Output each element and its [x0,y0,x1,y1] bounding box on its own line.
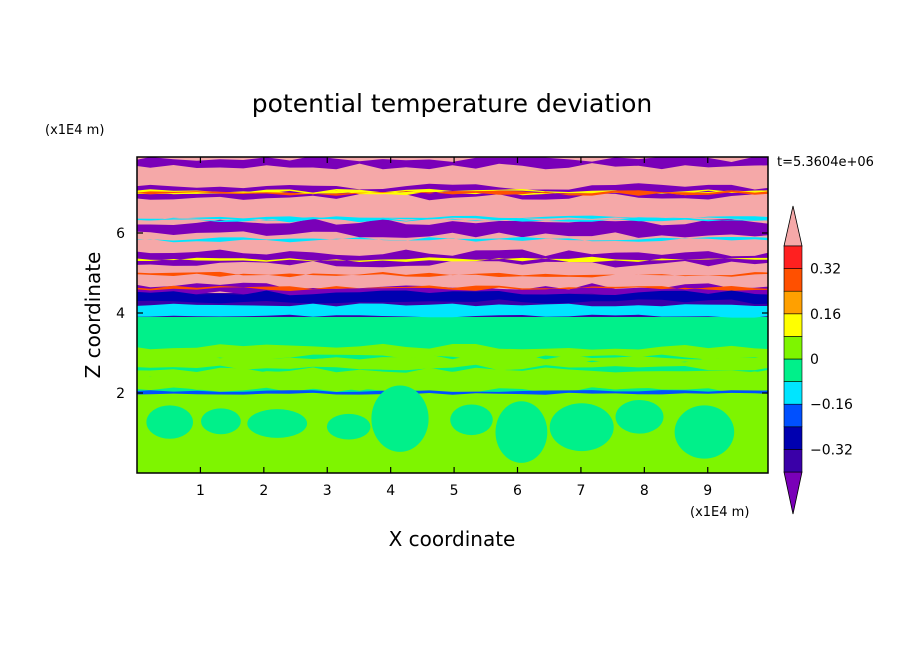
front-streak [137,285,768,291]
colorbar-label: 0 [810,352,819,368]
lime-patch [137,343,768,361]
x-tick-label: 6 [513,483,522,499]
x-tick-label: 4 [386,483,395,499]
x-tick-label: 9 [703,483,712,499]
colorbar-segment [783,336,803,360]
plot-frame [136,156,769,474]
colorbar-segment [783,403,803,428]
eddy-patch [615,400,664,434]
y-tick-label: 4 [116,306,125,322]
purple-band [137,157,768,170]
colorbar-segment [783,245,803,269]
y-axis: 2 4 6 [116,226,768,402]
colorbar-segment [783,449,803,473]
colorbar-segment [783,313,803,337]
deep-blue-band [137,290,768,305]
y-axis-label: Z coordinate [81,252,105,379]
colorbar-segment [783,290,803,315]
contour-detail [137,157,768,463]
field-layer-0 [137,393,768,473]
x-unit-label: (x1E4 m) [690,505,749,520]
plot-area [137,157,768,473]
colorbar-label: 0.16 [810,307,841,323]
x-tick-label: 3 [323,483,332,499]
colorbar-label: −0.32 [810,442,853,458]
eddy-patch [450,404,493,436]
front-streak [137,271,768,278]
x-tick-label: 5 [450,483,459,499]
time-label: t=5.3604e+06 [777,155,874,170]
colorbar-segment [783,381,803,405]
colorbar: 0.32 0.16 0 −0.16 −0.32 [783,205,853,515]
colorbar-label: −0.16 [810,397,853,413]
colorbar-extend-high [783,205,803,247]
front-streak [137,190,768,196]
eddy-patch [146,405,193,439]
purple-band [137,282,768,299]
colorbar-segment [783,426,803,450]
eddy-patch [674,405,735,459]
eddy-patch [549,403,614,452]
lime-patch [137,371,768,385]
y-tick-label: 2 [116,386,125,402]
front-streak [137,256,768,263]
lime-patch [137,354,768,367]
colorbar-segment [783,358,803,382]
eddy-patch [247,409,308,438]
purple-band [137,218,768,238]
cyan-band [137,303,768,318]
colorbar-extend-low [783,471,803,515]
x-tick-label: 2 [259,483,268,499]
colorbar-segment [783,268,803,292]
eddy-patch [495,401,548,463]
x-tick-label: 7 [576,483,585,499]
front-streak [137,237,768,243]
front-streak [137,215,768,221]
x-axis-label: X coordinate [389,527,516,551]
x-axis: 1 2 3 4 5 6 7 8 9 [196,157,712,499]
boundary-streak [137,390,768,395]
eddy-patch [326,413,371,440]
x-tick-label: 1 [196,483,205,499]
y-unit-label: (x1E4 m) [45,123,104,138]
eddy-patch [201,408,241,435]
y-tick-label: 6 [116,226,125,242]
eddy-patch [371,385,429,452]
chart-title: potential temperature deviation [252,89,652,118]
colorbar-label: 0.32 [810,262,841,278]
x-tick-label: 8 [640,483,649,499]
